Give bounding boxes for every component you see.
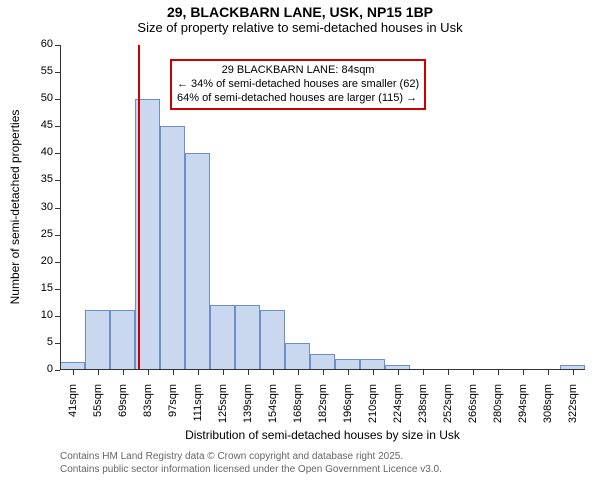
ytick-mark	[55, 316, 60, 317]
ytick-label: 60	[25, 38, 53, 50]
footer-attribution: Contains HM Land Registry data © Crown c…	[60, 450, 442, 476]
xtick-label: 41sqm	[67, 384, 79, 434]
xtick-label: 322sqm	[567, 384, 579, 434]
xtick-label: 224sqm	[392, 384, 404, 434]
marker-line	[138, 45, 140, 370]
bar	[285, 343, 310, 370]
ytick-mark	[55, 262, 60, 263]
xtick-label: 280sqm	[492, 384, 504, 434]
annotation-box: 29 BLACKBARN LANE: 84sqm← 34% of semi-de…	[170, 59, 426, 110]
plot-area: 051015202530354045505560 41sqm55sqm69sqm…	[60, 45, 585, 370]
ytick-mark	[55, 72, 60, 73]
xtick-label: 83sqm	[142, 384, 154, 434]
ytick-label: 10	[25, 309, 53, 321]
xtick-label: 69sqm	[117, 384, 129, 434]
ytick-mark	[55, 343, 60, 344]
xtick-mark	[348, 370, 349, 375]
ytick-mark	[55, 99, 60, 100]
xtick-mark	[198, 370, 199, 375]
xtick-mark	[248, 370, 249, 375]
ytick-mark	[55, 153, 60, 154]
ytick-label: 55	[25, 65, 53, 77]
y-axis-label: Number of semi-detached properties	[8, 87, 22, 327]
ytick-label: 35	[25, 173, 53, 185]
chart-subtitle: Size of property relative to semi-detach…	[0, 20, 600, 35]
ytick-label: 45	[25, 119, 53, 131]
footer-line-2: Contains public sector information licen…	[60, 463, 442, 476]
xtick-mark	[548, 370, 549, 375]
xtick-mark	[373, 370, 374, 375]
xtick-label: 55sqm	[92, 384, 104, 434]
xtick-mark	[323, 370, 324, 375]
ytick-label: 15	[25, 282, 53, 294]
ytick-label: 25	[25, 228, 53, 240]
ytick-label: 40	[25, 146, 53, 158]
xtick-label: 238sqm	[417, 384, 429, 434]
ytick-label: 50	[25, 92, 53, 104]
footer-line-1: Contains HM Land Registry data © Crown c…	[60, 450, 442, 463]
bar	[310, 354, 335, 370]
xtick-label: 308sqm	[542, 384, 554, 434]
ytick-mark	[55, 235, 60, 236]
chart-container: 29, BLACKBARN LANE, USK, NP15 1BP Size o…	[0, 0, 600, 500]
xtick-mark	[573, 370, 574, 375]
xtick-label: 210sqm	[367, 384, 379, 434]
xtick-mark	[223, 370, 224, 375]
bar	[210, 305, 235, 370]
xtick-mark	[173, 370, 174, 375]
xtick-mark	[98, 370, 99, 375]
xtick-label: 252sqm	[442, 384, 454, 434]
xtick-label: 97sqm	[167, 384, 179, 434]
x-axis-label: Distribution of semi-detached houses by …	[60, 428, 585, 442]
xtick-mark	[523, 370, 524, 375]
ytick-label: 30	[25, 201, 53, 213]
xtick-label: 111sqm	[192, 384, 204, 434]
annotation-line: 29 BLACKBARN LANE: 84sqm	[177, 64, 419, 78]
xtick-mark	[298, 370, 299, 375]
ytick-mark	[55, 208, 60, 209]
ytick-label: 20	[25, 255, 53, 267]
bar	[85, 310, 110, 370]
bar	[110, 310, 135, 370]
xtick-mark	[473, 370, 474, 375]
xtick-mark	[423, 370, 424, 375]
xtick-mark	[498, 370, 499, 375]
xtick-label: 196sqm	[342, 384, 354, 434]
xtick-mark	[398, 370, 399, 375]
xtick-label: 168sqm	[292, 384, 304, 434]
xtick-mark	[148, 370, 149, 375]
xtick-mark	[73, 370, 74, 375]
annotation-line: ← 34% of semi-detached houses are smalle…	[177, 78, 419, 92]
ytick-mark	[55, 370, 60, 371]
bar	[185, 153, 210, 370]
ytick-mark	[55, 45, 60, 46]
xtick-label: 266sqm	[467, 384, 479, 434]
bar	[260, 310, 285, 370]
ytick-mark	[55, 289, 60, 290]
bar	[235, 305, 260, 370]
xtick-label: 182sqm	[317, 384, 329, 434]
ytick-mark	[55, 180, 60, 181]
xtick-label: 294sqm	[517, 384, 529, 434]
y-axis-line	[60, 45, 61, 370]
ytick-label: 5	[25, 336, 53, 348]
xtick-label: 139sqm	[242, 384, 254, 434]
xtick-mark	[448, 370, 449, 375]
xtick-label: 154sqm	[267, 384, 279, 434]
xtick-mark	[123, 370, 124, 375]
ytick-mark	[55, 126, 60, 127]
xtick-mark	[273, 370, 274, 375]
ytick-label: 0	[25, 363, 53, 375]
annotation-line: 64% of semi-detached houses are larger (…	[177, 92, 419, 106]
chart-title: 29, BLACKBARN LANE, USK, NP15 1BP	[0, 0, 600, 20]
xtick-label: 125sqm	[217, 384, 229, 434]
bar	[160, 126, 185, 370]
